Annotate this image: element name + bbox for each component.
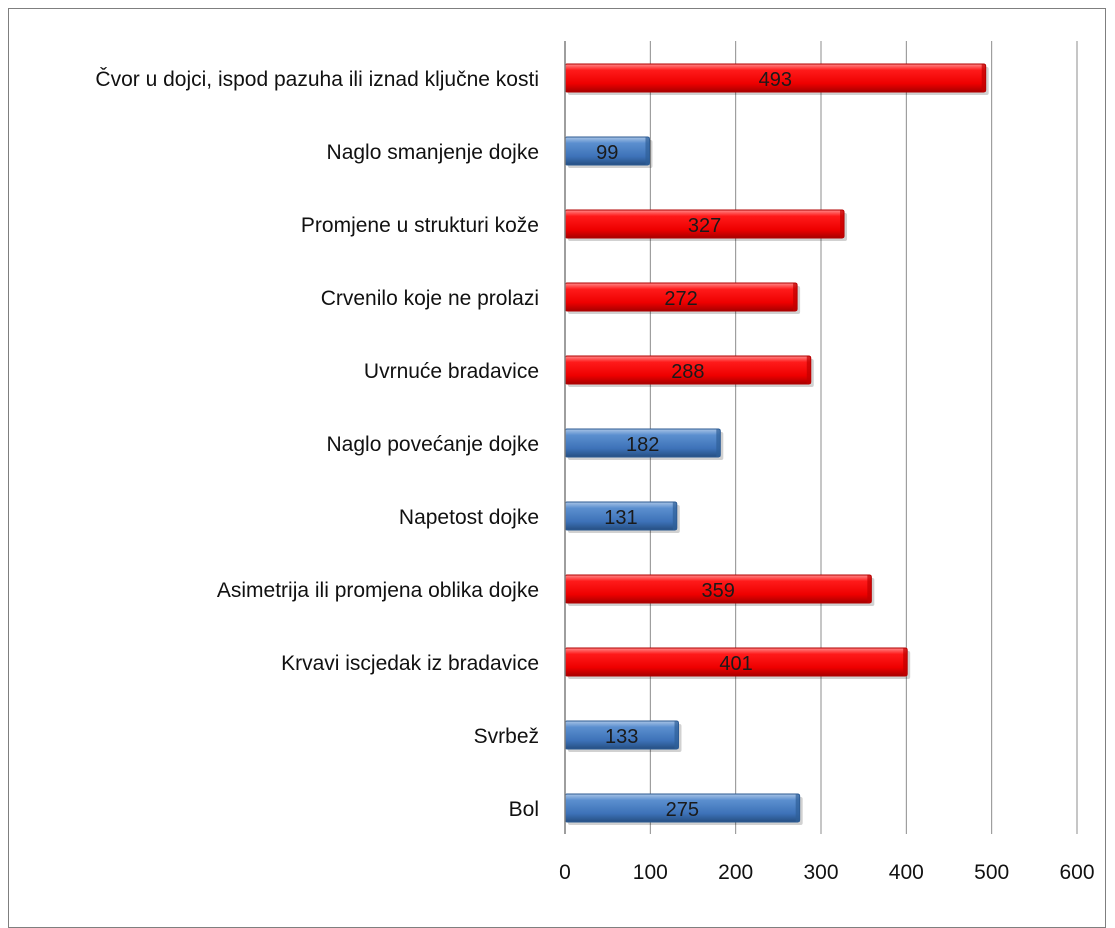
data-label: 327 (688, 215, 721, 237)
data-label: 275 (666, 799, 699, 821)
bar-group: 272 (564, 282, 801, 314)
gridlines (564, 41, 1078, 834)
data-label: 272 (664, 288, 697, 310)
bar-cap (716, 429, 721, 457)
x-tick-label: 600 (1059, 861, 1094, 884)
data-label: 133 (605, 726, 638, 748)
bar-cap (795, 794, 800, 822)
bar-cap (867, 575, 872, 603)
bar-group: 327 (564, 209, 848, 241)
category-label: Bol (509, 798, 539, 821)
x-tick-label: 300 (803, 861, 838, 884)
category-label: Asimetrija ili promjena oblika dojke (217, 579, 539, 602)
x-tick-label: 0 (559, 861, 571, 884)
bar-group: 133 (564, 720, 682, 752)
bar-group: 275 (564, 793, 803, 825)
category-labels: Čvor u dojci, ispod pazuha ili iznad klj… (95, 68, 539, 821)
category-label: Naglo povećanje dojke (327, 433, 539, 456)
bar-cap (645, 137, 650, 165)
data-label: 493 (759, 69, 792, 91)
bar-group: 359 (564, 574, 875, 606)
data-label: 359 (701, 580, 734, 602)
data-label: 288 (671, 361, 704, 383)
bar-cap (840, 210, 845, 238)
bar-cap (793, 283, 798, 311)
data-label: 131 (604, 507, 637, 529)
bars: 493 99 327 272 288 182 131 359 401 133 275 (564, 63, 989, 825)
chart-frame: 493 99 327 272 288 182 131 359 401 133 275 Čvor u … (8, 8, 1106, 928)
bar-cap (672, 502, 677, 530)
bar-cap (806, 356, 811, 384)
category-label: Krvavi iscjedak iz bradavice (281, 652, 539, 675)
data-label: 401 (719, 653, 752, 675)
bar-group: 99 (564, 136, 653, 168)
category-label: Promjene u strukturi kože (301, 214, 539, 237)
bar-cap (981, 64, 986, 92)
bar-group: 401 (564, 647, 911, 679)
bar-group: 131 (564, 501, 680, 533)
x-tick-label: 400 (889, 861, 924, 884)
category-label: Napetost dojke (399, 506, 539, 529)
x-tick-labels: 0 100 200 300 400 500 600 (559, 861, 1094, 884)
x-tick-label: 200 (718, 861, 753, 884)
bar-cap (903, 648, 908, 676)
category-label: Uvrnuće bradavice (364, 360, 539, 383)
category-label: Čvor u dojci, ispod pazuha ili iznad klj… (95, 68, 539, 91)
bar-group: 288 (564, 355, 814, 387)
category-label: Naglo smanjenje dojke (327, 141, 539, 164)
data-label: 99 (596, 142, 618, 164)
bar-group: 182 (564, 428, 724, 460)
bar-chart: 493 99 327 272 288 182 131 359 401 133 275 Čvor u … (95, 41, 1095, 884)
category-label: Svrbež (474, 725, 539, 748)
category-label: Crvenilo koje ne prolazi (321, 287, 539, 310)
bar-cap (674, 721, 679, 749)
x-tick-label: 100 (633, 861, 668, 884)
x-tick-label: 500 (974, 861, 1009, 884)
bar-group: 493 (564, 63, 989, 95)
data-label: 182 (626, 434, 659, 456)
